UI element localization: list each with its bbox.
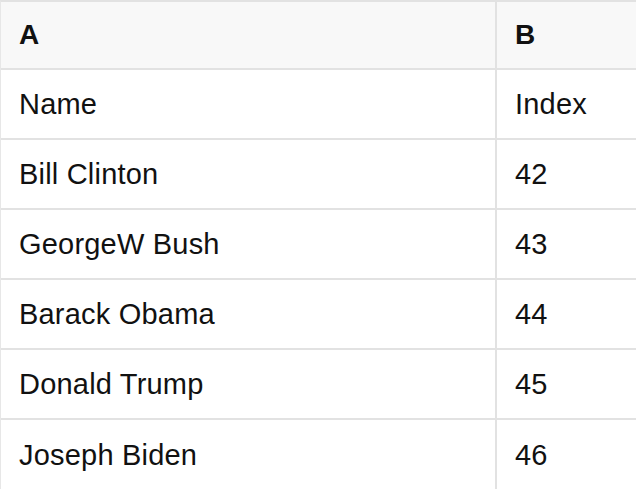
index-cell[interactable]: 42 — [497, 140, 636, 210]
name-cell[interactable]: GeorgeW Bush — [1, 210, 497, 280]
index-label-cell[interactable]: Index — [497, 70, 636, 140]
column-header-row: A B — [1, 2, 636, 70]
table-row: GeorgeW Bush 43 — [1, 210, 636, 280]
name-cell[interactable]: Barack Obama — [1, 280, 497, 350]
column-header-b[interactable]: B — [497, 2, 636, 70]
name-label-cell[interactable]: Name — [1, 70, 497, 140]
index-cell[interactable]: 46 — [497, 420, 636, 489]
column-header-a[interactable]: A — [1, 2, 497, 70]
table-row: Barack Obama 44 — [1, 280, 636, 350]
table-row: Joseph Biden 46 — [1, 420, 636, 489]
index-cell[interactable]: 44 — [497, 280, 636, 350]
index-cell[interactable]: 45 — [497, 350, 636, 420]
name-cell[interactable]: Donald Trump — [1, 350, 497, 420]
table-row-labels: Name Index — [1, 70, 636, 140]
name-cell[interactable]: Bill Clinton — [1, 140, 497, 210]
name-cell[interactable]: Joseph Biden — [1, 420, 497, 489]
table-row: Donald Trump 45 — [1, 350, 636, 420]
spreadsheet-table: A B Name Index Bill Clinton 42 GeorgeW B… — [0, 0, 636, 489]
index-cell[interactable]: 43 — [497, 210, 636, 280]
table-row: Bill Clinton 42 — [1, 140, 636, 210]
